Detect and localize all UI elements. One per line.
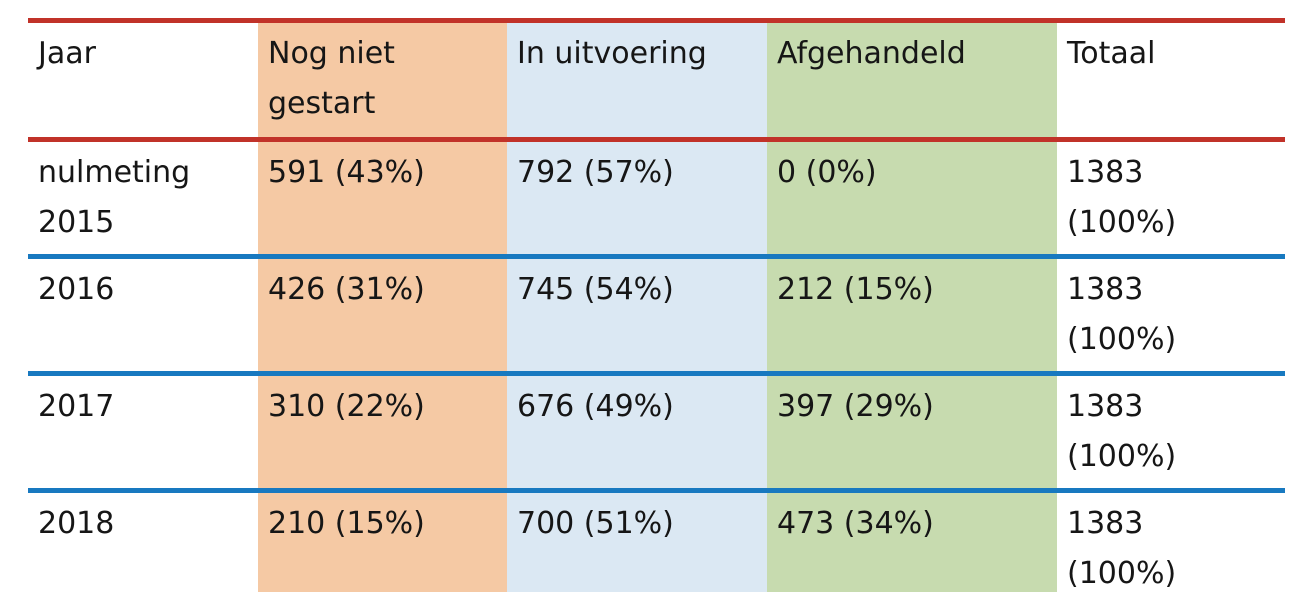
- col-header-nog-niet-gestart: Nog niet gestart: [258, 20, 507, 140]
- col-header-jaar: Jaar: [38, 36, 96, 71]
- cell-in-uitvoering: 676 (49%): [507, 373, 767, 491]
- col-header-in-uitvoering: In uitvoering: [507, 20, 767, 140]
- header-row: Jaar Nog niet gestart In uitvoering Afge…: [28, 20, 1285, 140]
- cell-totaal: 1383 (100%): [1067, 272, 1177, 357]
- cell-nog-niet-gestart: 591 (43%): [258, 139, 507, 257]
- cell-jaar: 2016: [38, 272, 115, 307]
- cell-in-uitvoering: 700 (51%): [507, 490, 767, 592]
- col-header-totaal: Totaal: [1067, 36, 1156, 71]
- cell-in-uitvoering: 792 (57%): [507, 139, 767, 257]
- status-table: Jaar Nog niet gestart In uitvoering Afge…: [28, 18, 1285, 592]
- cell-totaal: 1383 (100%): [1067, 506, 1177, 591]
- cell-jaar: 2018: [38, 506, 115, 541]
- cell-jaar: 2017: [38, 389, 115, 424]
- table-row: 2016 426 (31%) 745 (54%) 212 (15%) 1383 …: [28, 256, 1285, 374]
- cell-nog-niet-gestart: 426 (31%): [258, 256, 507, 374]
- cell-in-uitvoering: 745 (54%): [507, 256, 767, 374]
- cell-jaar: nulmeting 2015: [38, 155, 191, 240]
- cell-afgehandeld: 0 (0%): [767, 139, 1057, 257]
- table-row: 2018 210 (15%) 700 (51%) 473 (34%) 1383 …: [28, 490, 1285, 592]
- cell-afgehandeld: 397 (29%): [767, 373, 1057, 491]
- table-row: 2017 310 (22%) 676 (49%) 397 (29%) 1383 …: [28, 373, 1285, 491]
- col-header-afgehandeld: Afgehandeld: [767, 20, 1057, 140]
- cell-totaal: 1383 (100%): [1067, 155, 1177, 240]
- table-row: nulmeting 2015 591 (43%) 792 (57%) 0 (0%…: [28, 139, 1285, 257]
- cell-totaal: 1383 (100%): [1067, 389, 1177, 474]
- cell-afgehandeld: 473 (34%): [767, 490, 1057, 592]
- cell-nog-niet-gestart: 210 (15%): [258, 490, 507, 592]
- cell-afgehandeld: 212 (15%): [767, 256, 1057, 374]
- cell-nog-niet-gestart: 310 (22%): [258, 373, 507, 491]
